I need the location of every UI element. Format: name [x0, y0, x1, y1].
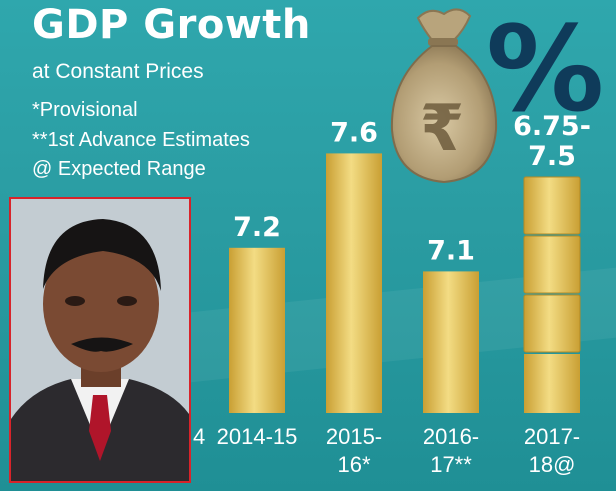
tick-label-2017-18@: 2017-: [524, 424, 580, 449]
tick-label-2016-17**: 2016-: [423, 424, 479, 449]
tick-label-2014-15: 2014-15: [217, 424, 298, 449]
data-label-2016-17**: 7.1: [427, 235, 475, 266]
data-label-2014-15: 7.2: [233, 212, 281, 243]
rupee-money-bag-icon: ₹: [390, 8, 498, 184]
tick-label-2015-16*: 16*: [337, 452, 370, 477]
portrait-photo-icon: [11, 199, 189, 481]
note-expected-range: @ Expected Range: [32, 158, 206, 180]
data-label-2017-18@: 6.75-: [513, 111, 591, 142]
tick-label-partial: 4: [193, 424, 205, 449]
tick-label-2016-17**: 17**: [430, 452, 472, 477]
bar-2017-18@: [524, 354, 580, 413]
bar-2016-17**: [423, 271, 479, 413]
bar-2014-15: [229, 247, 285, 413]
portrait-photo: [9, 197, 191, 483]
note-advance-estimates: **1st Advance Estimates: [32, 129, 250, 151]
range-coin-2: [523, 294, 581, 353]
tick-label-2017-18@: 18@: [529, 452, 576, 477]
page-title: GDP Growth: [32, 2, 311, 48]
rupee-symbol: ₹: [420, 92, 465, 166]
percent-symbol: %: [486, 0, 605, 138]
range-coin-1: [523, 235, 581, 294]
note-provisional: *Provisional: [32, 99, 138, 121]
subtitle: at Constant Prices: [32, 60, 204, 83]
data-label-2015-16*: 7.6: [330, 117, 378, 148]
range-coin-0: [523, 176, 581, 235]
tick-label-2015-16*: 2015-: [326, 424, 382, 449]
bar-2015-16*: [326, 153, 382, 413]
data-label-2017-18@: 7.5: [528, 141, 576, 172]
